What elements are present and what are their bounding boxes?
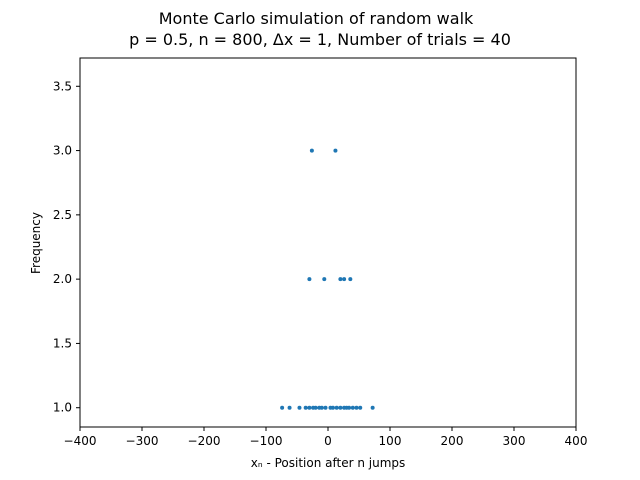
y-tick-label: 3.5 bbox=[53, 79, 72, 93]
data-point bbox=[307, 405, 312, 410]
data-point bbox=[330, 405, 335, 410]
data-point bbox=[347, 405, 352, 410]
y-tick-label: 3.0 bbox=[53, 144, 72, 158]
chart-subtitle: p = 0.5, n = 800, Δx = 1, Number of tria… bbox=[129, 30, 511, 49]
x-tick-label: 0 bbox=[324, 434, 332, 448]
x-tick-label: −300 bbox=[126, 434, 159, 448]
x-tick-label: 100 bbox=[379, 434, 402, 448]
data-point bbox=[303, 405, 308, 410]
x-tick-label: 400 bbox=[565, 434, 588, 448]
data-point bbox=[322, 277, 327, 282]
data-point bbox=[323, 405, 328, 410]
data-point bbox=[338, 405, 343, 410]
data-point bbox=[307, 277, 312, 282]
x-tick-label: 200 bbox=[441, 434, 464, 448]
chart-title: Monte Carlo simulation of random walk bbox=[159, 9, 474, 28]
x-tick-label: −100 bbox=[250, 434, 283, 448]
data-point bbox=[309, 148, 314, 153]
y-tick-label: 1.0 bbox=[53, 401, 72, 415]
y-tick-label: 2.0 bbox=[53, 272, 72, 286]
data-point bbox=[350, 405, 355, 410]
data-point bbox=[313, 405, 318, 410]
y-tick-label: 2.5 bbox=[53, 208, 72, 222]
data-point bbox=[333, 148, 338, 153]
data-point bbox=[354, 405, 359, 410]
data-point bbox=[334, 405, 339, 410]
data-point bbox=[297, 405, 302, 410]
data-point bbox=[370, 405, 375, 410]
x-tick-label: −200 bbox=[188, 434, 221, 448]
data-point bbox=[280, 405, 285, 410]
y-axis-label: Frequency bbox=[29, 212, 43, 274]
x-axis-label: xₙ - Position after n jumps bbox=[251, 456, 406, 470]
data-points bbox=[280, 148, 375, 410]
data-point bbox=[342, 277, 347, 282]
y-tick-label: 1.5 bbox=[53, 336, 72, 350]
data-point bbox=[338, 277, 343, 282]
data-point bbox=[319, 405, 324, 410]
x-tick-label: 300 bbox=[503, 434, 526, 448]
data-point bbox=[287, 405, 292, 410]
data-point bbox=[358, 405, 363, 410]
data-point bbox=[348, 277, 353, 282]
x-tick-label: −400 bbox=[64, 434, 97, 448]
x-axis-ticks: −400 −300 −200 −100 0 100 200 300 400 bbox=[64, 427, 588, 448]
y-axis-ticks: 1.0 1.5 2.0 2.5 3.0 3.5 bbox=[53, 79, 80, 415]
